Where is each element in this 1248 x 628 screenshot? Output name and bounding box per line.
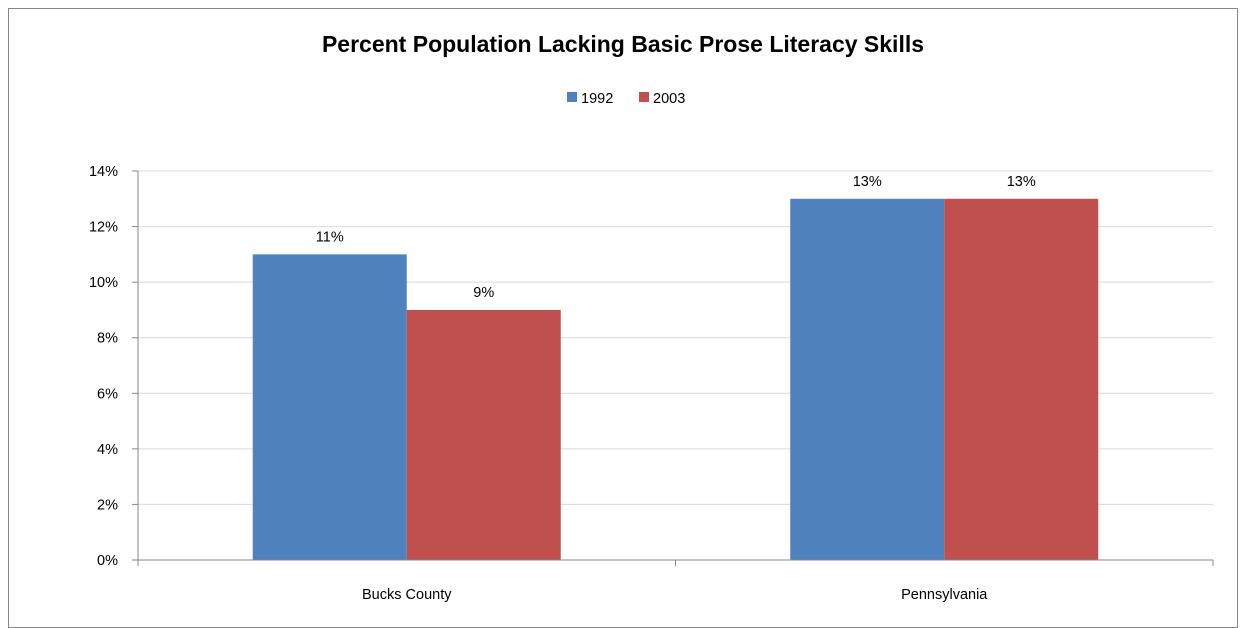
y-tick-label: 6% bbox=[97, 386, 118, 402]
legend-label-2003: 2003 bbox=[653, 91, 685, 107]
y-tick-label: 2% bbox=[97, 497, 118, 513]
axes bbox=[137, 171, 1214, 566]
x-category-label: Pennsylvania bbox=[901, 587, 988, 603]
y-axis-tick-labels: 0% 2% 4% 6% 8% 10% 12% 14% bbox=[89, 164, 138, 569]
bars bbox=[252, 198, 1099, 561]
bar-1992-bucks-county bbox=[252, 254, 407, 560]
y-tick-label: 8% bbox=[97, 331, 118, 347]
chart-title: Percent Population Lacking Basic Prose L… bbox=[322, 31, 924, 57]
y-tick-label: 14% bbox=[89, 164, 118, 180]
bar-2003-pennsylvania bbox=[944, 198, 1099, 561]
bar-1992-pennsylvania bbox=[790, 198, 945, 561]
y-tick-label: 12% bbox=[89, 220, 118, 236]
x-category-label: Bucks County bbox=[362, 587, 452, 603]
bar-2003-bucks-county bbox=[406, 309, 561, 560]
data-label: 9% bbox=[473, 285, 494, 301]
legend-swatch-2003 bbox=[639, 92, 649, 102]
legend-label-1992: 1992 bbox=[581, 91, 613, 107]
data-label: 11% bbox=[316, 229, 344, 245]
legend-swatch-1992 bbox=[567, 92, 577, 102]
legend: 1992 2003 bbox=[567, 91, 685, 107]
y-tick-label: 4% bbox=[97, 442, 118, 458]
x-axis-category-labels: Bucks County Pennsylvania bbox=[362, 587, 988, 603]
y-tick-label: 10% bbox=[89, 275, 118, 291]
data-labels: 11% 9% 13% 13% bbox=[316, 174, 1036, 301]
data-label: 13% bbox=[1007, 174, 1036, 190]
y-tick-label: 0% bbox=[97, 553, 118, 569]
data-label: 13% bbox=[853, 174, 882, 190]
